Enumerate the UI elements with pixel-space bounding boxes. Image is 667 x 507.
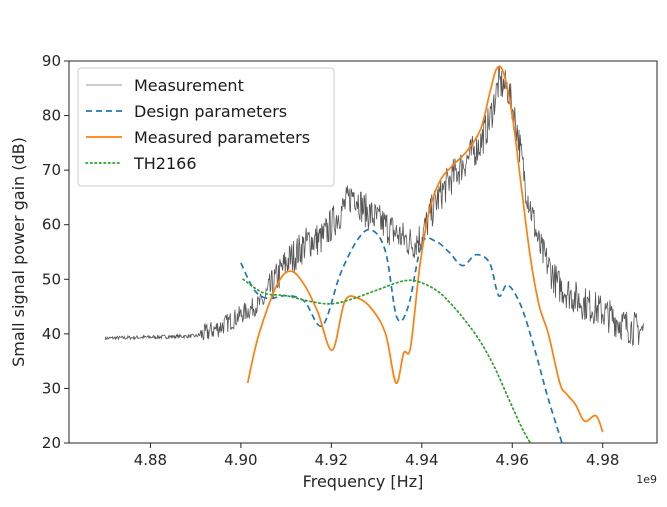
series-line-th2166 — [242, 278, 532, 443]
legend-label-th2166: TH2166 — [133, 154, 197, 173]
y-axis-label: Small signal power gain (dB) — [9, 137, 28, 367]
y-tick-label: 20 — [42, 434, 61, 452]
legend-box — [77, 67, 335, 187]
y-tick-label: 70 — [42, 161, 61, 179]
series-line-design-parameters — [240, 228, 563, 443]
y-tick-label: 80 — [42, 107, 61, 125]
y-tick-label: 60 — [42, 216, 61, 234]
legend-label-measurement: Measurement — [134, 76, 244, 95]
x-axis-label: Frequency [Hz] — [303, 472, 424, 491]
legend-label-measured-parameters: Measured parameters — [134, 128, 310, 147]
y-axis: 20 30 40 50 60 70 80 90 — [42, 52, 69, 452]
axes-frame — [68, 60, 658, 444]
x-tick-label: 4.88 — [134, 451, 167, 469]
y-tick-label: 50 — [42, 270, 61, 288]
y-tick-label: 30 — [42, 379, 61, 397]
y-tick-label: 90 — [42, 52, 61, 70]
y-tick-label: 40 — [42, 325, 61, 343]
x-tick-label: 4.90 — [224, 451, 257, 469]
x-tick-label: 4.96 — [496, 451, 529, 469]
x-axis-offset-label: 1e9 — [636, 473, 657, 486]
series-line-measurement — [104, 65, 644, 347]
plot-lines — [104, 65, 644, 443]
x-tick-label: 4.98 — [586, 451, 619, 469]
series-line-measured-parameters — [246, 65, 604, 433]
x-tick-label: 4.94 — [405, 451, 438, 469]
legend-label-design-parameters: Design parameters — [134, 102, 287, 121]
legend: Measurement Design parameters Measured par… — [77, 67, 335, 187]
x-tick-label: 4.92 — [315, 451, 348, 469]
x-axis: 4.88 4.90 4.92 4.94 4.96 4.98 — [134, 443, 619, 469]
